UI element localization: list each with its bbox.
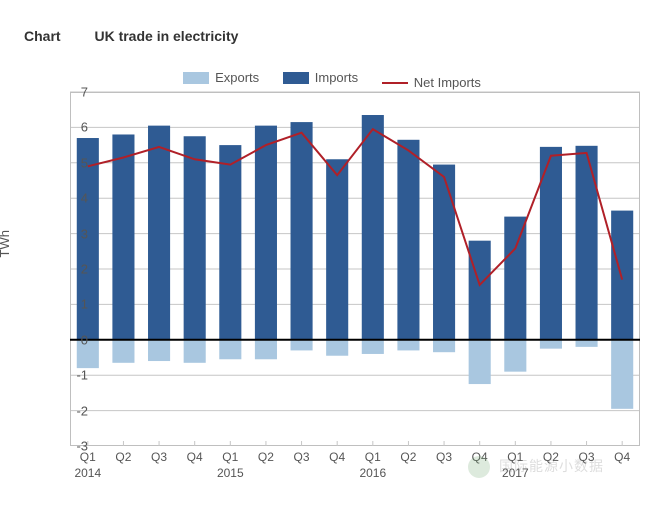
y-tick-label: 7 <box>38 85 88 100</box>
legend-item-imports: Imports <box>283 70 358 85</box>
x-tick-label: Q4 <box>175 450 215 464</box>
x-tick-label: Q4 <box>317 450 357 464</box>
x-tick-label: Q3 <box>139 450 179 464</box>
chart-svg <box>70 66 640 446</box>
y-tick-label: -2 <box>38 403 88 418</box>
x-tick-label: Q2 <box>103 450 143 464</box>
legend-item-exports: Exports <box>183 70 259 85</box>
legend-swatch-exports <box>183 72 209 84</box>
y-tick-label: 2 <box>38 262 88 277</box>
x-year-label: 2015 <box>217 466 244 480</box>
chart-legend: Exports Imports Net Imports <box>0 70 664 90</box>
chart-title-text: UK trade in electricity <box>94 28 238 44</box>
watermark: 国际能源小数据 <box>468 456 604 478</box>
y-tick-label: 1 <box>38 297 88 312</box>
x-tick-label: Q1 <box>210 450 250 464</box>
x-tick-label: Q3 <box>282 450 322 464</box>
y-tick-label: 3 <box>38 226 88 241</box>
chart-container: Chart UK trade in electricity TWh Export… <box>0 0 664 518</box>
legend-label-exports: Exports <box>215 70 259 85</box>
y-tick-label: -1 <box>38 368 88 383</box>
legend-swatch-imports <box>283 72 309 84</box>
legend-line-net <box>382 82 408 84</box>
x-tick-label: Q3 <box>424 450 464 464</box>
watermark-text: 国际能源小数据 <box>499 458 604 474</box>
y-tick-label: 6 <box>38 120 88 135</box>
y-tick-label: 5 <box>38 155 88 170</box>
x-tick-label: Q4 <box>602 450 642 464</box>
legend-item-net: Net Imports <box>382 75 481 90</box>
chart-title-row: Chart UK trade in electricity <box>24 28 238 44</box>
legend-label-net: Net Imports <box>414 75 481 90</box>
x-year-label: 2016 <box>359 466 386 480</box>
y-tick-label: 4 <box>38 191 88 206</box>
x-tick-label: Q1 <box>353 450 393 464</box>
y-axis-label: TWh <box>0 230 12 257</box>
x-tick-label: Q1 <box>68 450 108 464</box>
x-year-label: 2014 <box>74 466 101 480</box>
x-tick-label: Q2 <box>246 450 286 464</box>
chart-title-label: Chart <box>24 28 61 44</box>
x-tick-label: Q2 <box>388 450 428 464</box>
watermark-logo-icon <box>468 456 490 478</box>
y-tick-label: 0 <box>38 332 88 347</box>
legend-label-imports: Imports <box>315 70 358 85</box>
plot-area <box>70 66 640 446</box>
